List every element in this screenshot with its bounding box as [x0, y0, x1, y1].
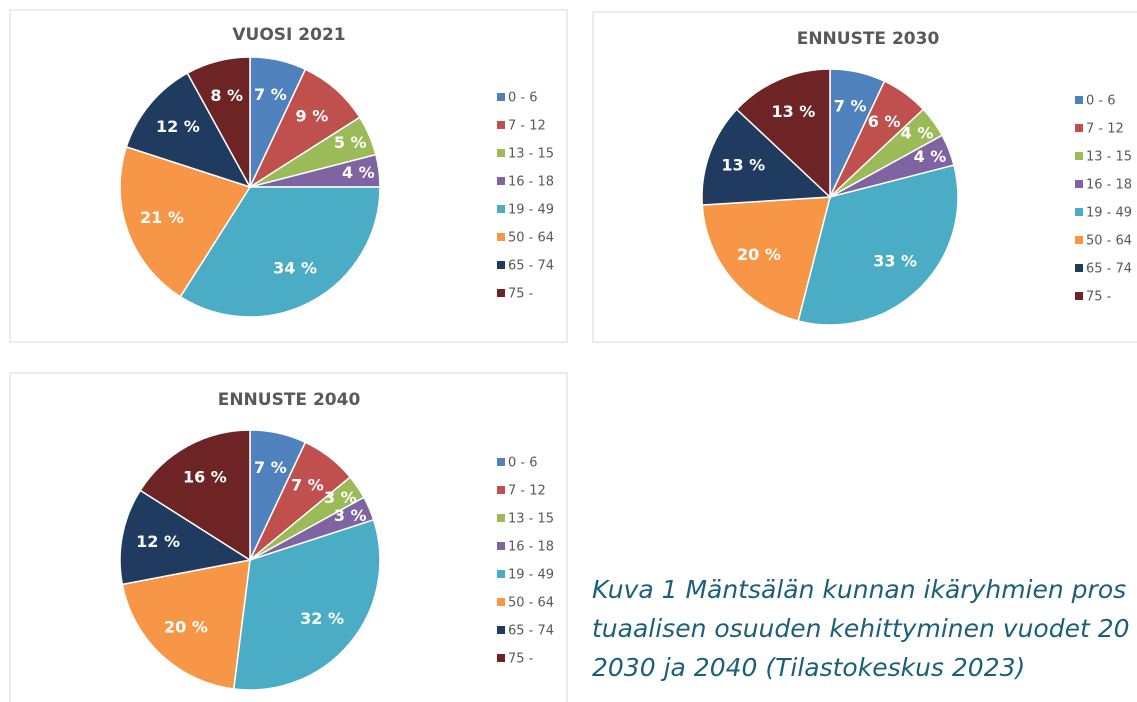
- legend-label: 19 - 49: [508, 203, 554, 218]
- pie-slice: [701, 196, 831, 322]
- legend-swatch: [497, 598, 505, 606]
- slice-label: 8 %: [210, 86, 243, 105]
- legend-swatch: [1075, 124, 1083, 132]
- legend-label: 65 - 74: [1086, 262, 1132, 277]
- legend-swatch: [1075, 180, 1083, 188]
- pie-slice: [139, 429, 251, 562]
- slice-label: 7 %: [254, 458, 287, 477]
- legend-swatch: [497, 654, 505, 662]
- legend-swatch: [497, 93, 505, 101]
- slice-label: 9 %: [296, 106, 329, 125]
- legend-label: 13 - 15: [1086, 150, 1132, 165]
- slice-label: 33 %: [873, 252, 917, 271]
- pie-slice: [232, 518, 381, 691]
- pie-slice: [119, 145, 252, 298]
- legend-swatch: [1075, 152, 1083, 160]
- legend-label: 0 - 6: [508, 456, 538, 471]
- legend-swatch: [1075, 96, 1083, 104]
- legend-label: 65 - 74: [508, 259, 554, 274]
- legend-label: 0 - 6: [1086, 94, 1116, 109]
- legend-swatch: [497, 205, 505, 213]
- pie-slice: [735, 68, 831, 199]
- legend-label: 65 - 74: [508, 624, 554, 639]
- caption: Kuva 1 Mäntsälän kunnan ikäryhmien pros …: [592, 570, 1137, 687]
- chart-title: ENNUSTE 2030: [797, 29, 940, 49]
- legend-label: 50 - 64: [508, 231, 554, 246]
- legend-label: 75 -: [508, 652, 534, 667]
- legend-label: 7 - 12: [508, 484, 546, 499]
- legend-label: 0 - 6: [508, 91, 538, 106]
- legend-label: 75 -: [1086, 290, 1112, 305]
- legend-label: 19 - 49: [1086, 206, 1132, 221]
- slice-label: 4 %: [914, 147, 947, 166]
- slice-label: 7 %: [254, 85, 287, 104]
- legend-swatch: [497, 542, 505, 550]
- legend-label: 50 - 64: [1086, 234, 1132, 249]
- slice-label: 20 %: [164, 618, 208, 637]
- caption-line: Kuva 1 Mäntsälän kunnan ikäryhmien pros: [592, 575, 1127, 604]
- slice-label: 4 %: [901, 123, 934, 142]
- caption-line: tuaalisen osuuden kehittyminen vuodet 20: [592, 614, 1130, 643]
- legend-label: 13 - 15: [508, 512, 554, 527]
- slice-label: 34 %: [273, 259, 317, 278]
- legend-swatch: [1075, 208, 1083, 216]
- pie-slice: [186, 56, 251, 188]
- pie-slice: [701, 108, 832, 206]
- legend-swatch: [497, 261, 505, 269]
- pie-slice: [125, 72, 252, 189]
- slice-label: 12 %: [156, 117, 200, 136]
- legend-swatch: [1075, 292, 1083, 300]
- legend-label: 7 - 12: [508, 119, 546, 134]
- legend-label: 50 - 64: [508, 596, 554, 611]
- legend-label: 75 -: [508, 287, 534, 302]
- slice-label: 32 %: [300, 609, 344, 628]
- legend-swatch: [497, 570, 505, 578]
- legend-label: 19 - 49: [508, 568, 554, 583]
- legend-label: 7 - 12: [1086, 122, 1124, 137]
- legend-swatch: [497, 289, 505, 297]
- legend-swatch: [1075, 236, 1083, 244]
- slice-label: 21 %: [140, 208, 184, 227]
- slice-label: 7 %: [834, 97, 867, 116]
- slice-label: 16 %: [183, 467, 227, 486]
- slice-label: 13 %: [721, 155, 765, 174]
- slice-label: 5 %: [334, 133, 367, 152]
- legend-label: 16 - 18: [508, 175, 554, 190]
- legend-swatch: [497, 458, 505, 466]
- legend-swatch: [497, 233, 505, 241]
- pie-slice: [797, 164, 959, 326]
- slice-label: 20 %: [737, 245, 781, 264]
- chart-title: VUOSI 2021: [232, 25, 345, 45]
- legend-label: 16 - 18: [1086, 178, 1132, 193]
- legend-swatch: [1075, 264, 1083, 272]
- slice-label: 7 %: [291, 476, 324, 495]
- pie-slice: [121, 559, 251, 690]
- legend-swatch: [497, 149, 505, 157]
- legend-swatch: [497, 486, 505, 494]
- slice-label: 3 %: [324, 488, 357, 507]
- slice-label: 13 %: [771, 102, 815, 121]
- slice-label: 12 %: [136, 532, 180, 551]
- legend-label: 13 - 15: [508, 147, 554, 162]
- pie-slice: [119, 489, 253, 586]
- slice-label: 6 %: [868, 112, 901, 131]
- legend-swatch: [497, 121, 505, 129]
- caption-line: 2030 ja 2040 (Tilastokeskus 2023): [592, 653, 1026, 682]
- slice-label: 3 %: [334, 506, 367, 525]
- legend-swatch: [497, 514, 505, 522]
- slice-label: 4 %: [342, 163, 375, 182]
- legend-swatch: [497, 626, 505, 634]
- legend-swatch: [497, 177, 505, 185]
- legend-label: 16 - 18: [508, 540, 554, 555]
- chart-title: ENNUSTE 2040: [218, 390, 361, 410]
